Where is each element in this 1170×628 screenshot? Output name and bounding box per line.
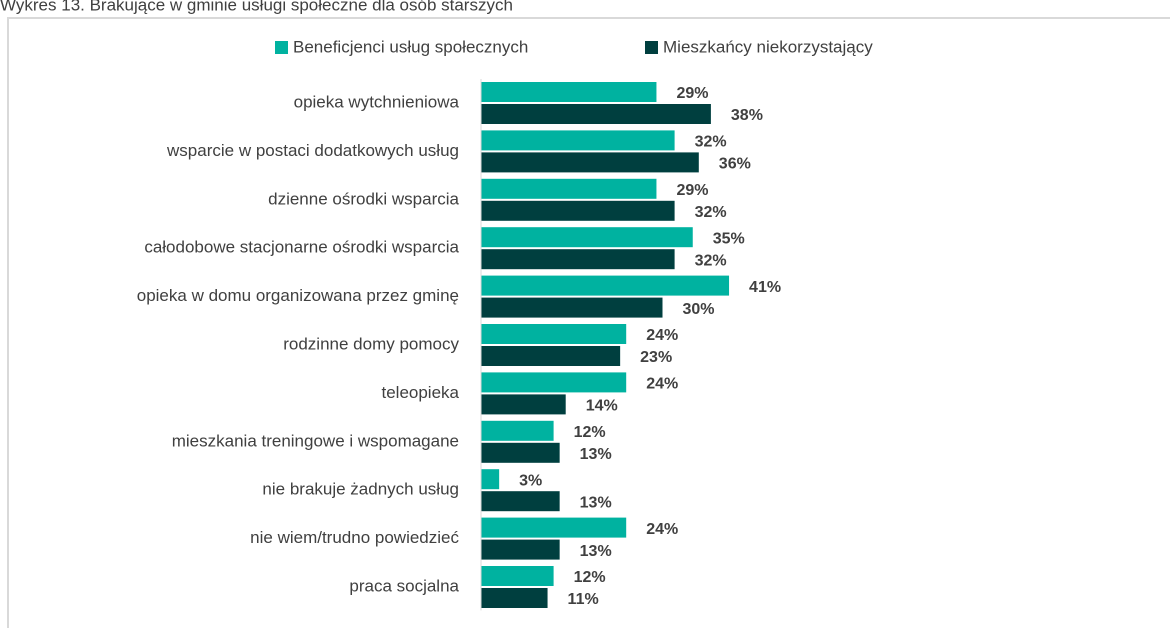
bar: [481, 372, 627, 393]
bar: [481, 517, 627, 538]
value-label: 12%: [574, 569, 606, 586]
bar: [481, 104, 711, 124]
value-label: 24%: [646, 521, 678, 538]
bar: [481, 539, 560, 560]
bar: [481, 420, 554, 441]
value-label: 13%: [580, 543, 612, 560]
value-label: 14%: [586, 398, 618, 415]
category-label: wsparcie w postaci dodatkowych usług: [166, 141, 459, 160]
bar: [481, 491, 560, 512]
value-label: 29%: [676, 182, 708, 199]
value-label: 24%: [646, 376, 678, 393]
value-label: 32%: [695, 134, 727, 151]
category-label: nie brakuje żadnych usług: [262, 480, 459, 499]
value-label: 29%: [676, 85, 708, 102]
bar: [481, 178, 657, 199]
value-label: 12%: [574, 424, 606, 441]
category-label: dzienne ośrodki wsparcia: [268, 189, 459, 208]
value-label: 13%: [580, 446, 612, 463]
bar: [481, 227, 693, 248]
category-label: rodzinne domy pomocy: [283, 334, 459, 353]
chart-title: Wykres 13. Brakujące w gminie usługi spo…: [0, 0, 513, 14]
value-label: 35%: [713, 230, 745, 247]
bar: [481, 324, 627, 344]
value-label: 32%: [695, 252, 727, 269]
category-label: opieka wytchnieniowa: [294, 92, 460, 111]
legend-label: Beneficjenci usług społecznych: [293, 37, 528, 56]
chart-frame: [7, 17, 1170, 628]
value-label: 24%: [646, 327, 678, 344]
value-label: 23%: [640, 349, 672, 366]
category-label: praca socjalna: [349, 576, 459, 595]
category-label: całodobowe stacjonarne ośrodki wsparcia: [144, 238, 459, 257]
category-label: mieszkania treningowe i wspomagane: [172, 431, 459, 450]
value-label: 36%: [719, 156, 751, 173]
bar: [481, 297, 663, 318]
legend-swatch: [645, 41, 658, 54]
bar: [481, 249, 675, 270]
bar: [481, 200, 675, 221]
bar: [481, 346, 621, 366]
legend-swatch: [275, 41, 288, 54]
bar: [481, 469, 500, 490]
bar: [481, 82, 657, 102]
legend-label: Mieszkańcy niekorzystający: [663, 37, 873, 56]
bar: [481, 130, 675, 151]
category-label: opieka w domu organizowana przez gminę: [137, 286, 459, 305]
value-label: 32%: [695, 204, 727, 221]
value-label: 11%: [568, 591, 599, 608]
value-label: 30%: [683, 301, 715, 318]
value-label: 41%: [749, 279, 781, 296]
bar: [481, 588, 548, 608]
value-label: 13%: [580, 494, 612, 511]
value-label: 3%: [519, 472, 542, 489]
bar: [481, 275, 730, 296]
bar: [481, 152, 699, 173]
bar: [481, 442, 560, 463]
bar: [481, 394, 566, 415]
category-label: nie wiem/trudno powiedzieć: [250, 528, 459, 547]
bar: [481, 566, 554, 586]
value-label: 38%: [731, 107, 763, 124]
category-label: teleopieka: [381, 383, 459, 402]
